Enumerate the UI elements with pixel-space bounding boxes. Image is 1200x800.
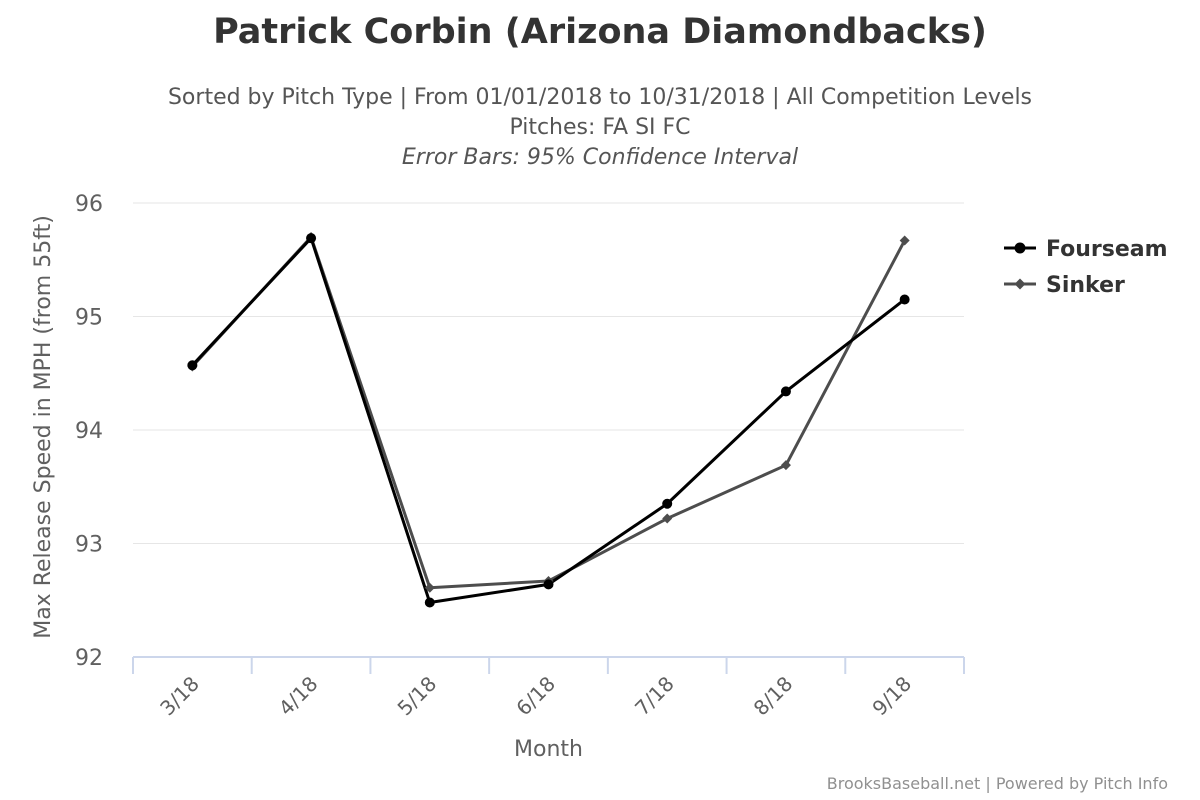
legend-marker-fourseam <box>1014 242 1026 254</box>
x-tick-label: 7/18 <box>630 672 679 721</box>
data-point-fourseam <box>780 386 791 397</box>
x-tick-label: 6/18 <box>511 672 560 721</box>
data-point-sinker <box>424 582 435 593</box>
credits-text[interactable]: BrooksBaseball.net | Powered by Pitch In… <box>826 774 1168 793</box>
chart-title: Patrick Corbin (Arizona Diamondbacks) <box>213 12 987 52</box>
x-tick-label: 3/18 <box>155 672 204 721</box>
series-line-sinker <box>191 235 906 590</box>
subtitle-line-1: Sorted by Pitch Type | From 01/01/2018 t… <box>167 85 1033 110</box>
chart-subtitle: Sorted by Pitch Type | From 01/01/2018 t… <box>0 83 1200 173</box>
subtitle-line-2: Pitches: FA SI FC <box>509 115 691 140</box>
x-axis-title: Month <box>514 737 583 762</box>
series-line-fourseam <box>191 236 906 605</box>
y-tick-label: 96 <box>75 192 103 217</box>
data-point-fourseam <box>306 233 317 244</box>
subtitle-error-bars: Error Bars: 95% Confidence Interval <box>401 145 799 170</box>
legend-item-fourseam[interactable]: Fourseam <box>1046 237 1168 262</box>
data-point-fourseam <box>424 597 435 608</box>
legend-item-sinker[interactable]: Sinker <box>1046 273 1125 298</box>
x-tick-label: 8/18 <box>749 672 798 721</box>
legend-marker-sinker <box>1014 278 1026 290</box>
y-axis-title: Max Release Speed in MPH (from 55ft) <box>31 215 56 639</box>
x-tick-label: 5/18 <box>393 672 442 721</box>
data-point-fourseam <box>662 498 673 509</box>
x-tick-label: 4/18 <box>274 672 323 721</box>
y-tick-label: 92 <box>75 646 103 671</box>
data-point-sinker <box>899 235 910 246</box>
y-tick-label: 95 <box>75 306 103 331</box>
data-point-fourseam <box>543 579 554 590</box>
x-tick-label: 9/18 <box>867 672 916 721</box>
data-point-fourseam <box>899 294 910 305</box>
data-point-fourseam <box>187 360 198 371</box>
y-tick-label: 93 <box>75 533 103 558</box>
data-point-sinker <box>780 460 791 471</box>
y-tick-label: 94 <box>75 419 103 444</box>
data-point-sinker <box>662 513 673 524</box>
